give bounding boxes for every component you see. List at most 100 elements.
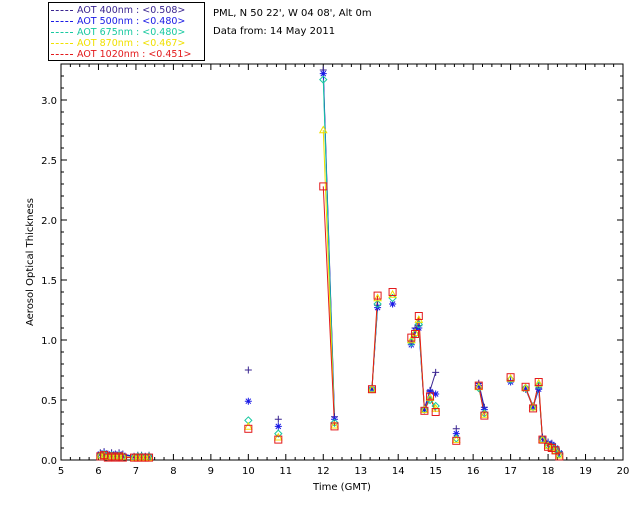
data-point-1020nm (506, 373, 515, 382)
data-point-675nm (521, 383, 530, 393)
y-tick-label: 2.0 (41, 216, 57, 227)
data-point-500nm (274, 422, 282, 430)
data-point-1020nm (411, 330, 420, 338)
legend-label-500nm: AOT 500nm : <0.480> (77, 16, 186, 27)
data-point-1020nm (431, 408, 440, 416)
data-point-1020nm (319, 182, 328, 191)
legend-item-400nm: AOT 400nm : <0.508> (51, 5, 185, 16)
data-point-500nm (389, 300, 397, 308)
legend-item-675nm: AOT 675nm : <0.480> (51, 27, 185, 38)
data-point-870nm (330, 420, 339, 429)
data-point-870nm (480, 409, 489, 418)
y-axis-label: Aerosol Optical Thickness (25, 198, 36, 326)
data-point-870nm (318, 125, 328, 134)
legend-label-1020nm: AOT 1020nm : <0.451> (77, 49, 192, 60)
data-point-500nm (538, 434, 546, 442)
x-tick-label: 18 (542, 466, 555, 477)
y-tick-label: 0.0 (41, 456, 57, 467)
data-point-1020nm (521, 382, 530, 391)
data-point-1020nm (420, 406, 429, 415)
data-point-1020nm (414, 312, 423, 320)
data-point-400nm (244, 366, 252, 374)
x-tick-label: 17 (504, 466, 517, 477)
x-tick-label: 13 (354, 466, 367, 477)
y-tick-label: 0.5 (41, 396, 57, 407)
series-line-1020nm (538, 381, 543, 440)
data-point-500nm (426, 388, 434, 396)
y-tick-label: 3.0 (41, 96, 57, 107)
legend-label-870nm: AOT 870nm : <0.467> (77, 38, 186, 49)
data-point-1020nm (538, 435, 547, 444)
data-point-675nm (420, 405, 429, 414)
data-point-870nm (554, 450, 564, 459)
plot-frame (60, 63, 624, 461)
data-point-1020nm (452, 436, 461, 445)
y-tick-label: 1.5 (41, 276, 57, 287)
x-tick-label: 14 (392, 466, 405, 477)
x-tick-label: 6 (95, 466, 101, 477)
x-axis-label: Time (GMT) (312, 482, 371, 493)
data-point-500nm (420, 406, 428, 414)
data-point-500nm (368, 385, 376, 393)
data-point-1020nm (373, 291, 382, 300)
data-point-1020nm (367, 385, 376, 394)
y-tick-label: 1.0 (41, 336, 57, 347)
data-point-675nm (414, 320, 424, 329)
x-tick-label: 19 (579, 466, 592, 477)
site-location: PML, N 50 22', W 04 08', Alt 0m (213, 8, 372, 19)
data-point-870nm (538, 435, 547, 443)
data-point-1020nm (330, 422, 339, 431)
data-point-870nm (528, 402, 538, 411)
series-line-1020nm (418, 315, 425, 411)
x-tick-label: 5 (58, 466, 64, 477)
data-point-870nm (373, 293, 382, 302)
data-point-1020nm (274, 435, 283, 444)
data-point-1020nm (244, 424, 253, 433)
data-point-500nm (507, 378, 515, 386)
x-tick-label: 20 (617, 466, 630, 477)
legend-line-870nm (51, 43, 73, 44)
x-tick-label: 9 (208, 466, 214, 477)
legend-item-870nm: AOT 870nm : <0.467> (51, 38, 185, 49)
data-point-870nm (406, 335, 416, 344)
x-tick-label: 8 (170, 466, 176, 477)
data-point-500nm (529, 403, 537, 411)
data-point-675nm (274, 429, 283, 438)
data-point-870nm (388, 289, 397, 298)
data-point-400nm (274, 415, 282, 423)
data-point-675nm (319, 75, 328, 84)
data-point-500nm (452, 430, 460, 438)
data-point-870nm (243, 421, 253, 430)
data-point-870nm (273, 432, 283, 441)
y-tick-label: 2.5 (41, 156, 57, 167)
data-point-500nm (319, 70, 327, 78)
legend: AOT 400nm : <0.508> AOT 500nm : <0.480> … (48, 2, 205, 61)
legend-label-400nm: AOT 400nm : <0.508> (77, 5, 186, 16)
data-point-1020nm (388, 288, 397, 296)
x-tick-label: 11 (279, 466, 292, 477)
x-tick-label: 7 (133, 466, 139, 477)
legend-item-1020nm: AOT 1020nm : <0.451> (51, 49, 191, 60)
x-tick-label: 16 (467, 466, 480, 477)
series-line-400nm (429, 372, 437, 391)
data-point-500nm (432, 390, 440, 398)
data-point-675nm (330, 418, 339, 428)
legend-label-675nm: AOT 675nm : <0.480> (77, 27, 186, 38)
data-point-500nm (475, 382, 483, 390)
data-point-1020nm (480, 411, 489, 420)
data-point-675nm (528, 402, 538, 412)
legend-line-1020nm (51, 54, 73, 55)
x-tick-label: 10 (242, 466, 255, 477)
data-date: Data from: 14 May 2011 (213, 26, 336, 37)
legend-line-500nm (51, 21, 73, 22)
data-point-400nm (432, 368, 440, 376)
data-point-1020nm (145, 453, 154, 462)
data-point-500nm (244, 397, 252, 405)
data-point-500nm (522, 385, 530, 393)
data-point-500nm (407, 341, 415, 349)
legend-line-400nm (51, 10, 73, 11)
data-point-870nm (451, 435, 461, 443)
series-line-1020nm (429, 396, 437, 413)
data-point-1020nm (474, 381, 483, 390)
